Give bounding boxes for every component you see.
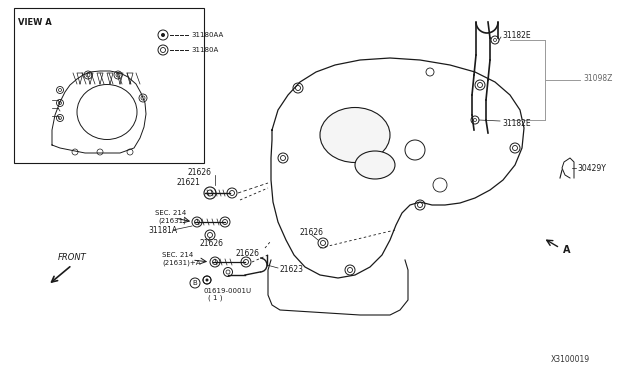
Text: 21623: 21623 xyxy=(280,266,304,275)
Text: 31182E: 31182E xyxy=(502,31,531,39)
Polygon shape xyxy=(52,71,146,153)
Text: 31181A: 31181A xyxy=(148,225,177,234)
Text: 21626: 21626 xyxy=(188,167,212,176)
Text: (21631): (21631) xyxy=(158,218,186,224)
Polygon shape xyxy=(562,158,574,178)
Ellipse shape xyxy=(77,84,137,140)
Text: 01619-0001U: 01619-0001U xyxy=(203,288,251,294)
Polygon shape xyxy=(271,58,524,278)
Text: 30429Y: 30429Y xyxy=(577,164,606,173)
Circle shape xyxy=(161,33,165,37)
Text: 21626: 21626 xyxy=(300,228,324,237)
Text: 31182E: 31182E xyxy=(502,119,531,128)
Text: VIEW A: VIEW A xyxy=(18,18,52,27)
Text: SEC. 214: SEC. 214 xyxy=(162,252,193,258)
Text: SEC. 214: SEC. 214 xyxy=(155,210,186,216)
Text: 21626: 21626 xyxy=(235,248,259,257)
Text: 31180AA: 31180AA xyxy=(191,32,223,38)
Text: 21621: 21621 xyxy=(176,177,200,186)
Ellipse shape xyxy=(320,108,390,163)
Text: 31098Z: 31098Z xyxy=(583,74,612,83)
Text: A: A xyxy=(563,245,570,255)
Text: B: B xyxy=(193,280,197,286)
Circle shape xyxy=(205,279,209,282)
Text: (21631)+A: (21631)+A xyxy=(162,260,200,266)
Text: X3100019: X3100019 xyxy=(550,356,589,365)
Text: FRONT: FRONT xyxy=(58,253,86,263)
Ellipse shape xyxy=(355,151,395,179)
Text: 21626: 21626 xyxy=(200,238,224,247)
Bar xyxy=(14,8,204,163)
Text: ( 1 ): ( 1 ) xyxy=(208,295,223,301)
Text: 31180A: 31180A xyxy=(191,47,218,53)
Polygon shape xyxy=(268,260,408,315)
